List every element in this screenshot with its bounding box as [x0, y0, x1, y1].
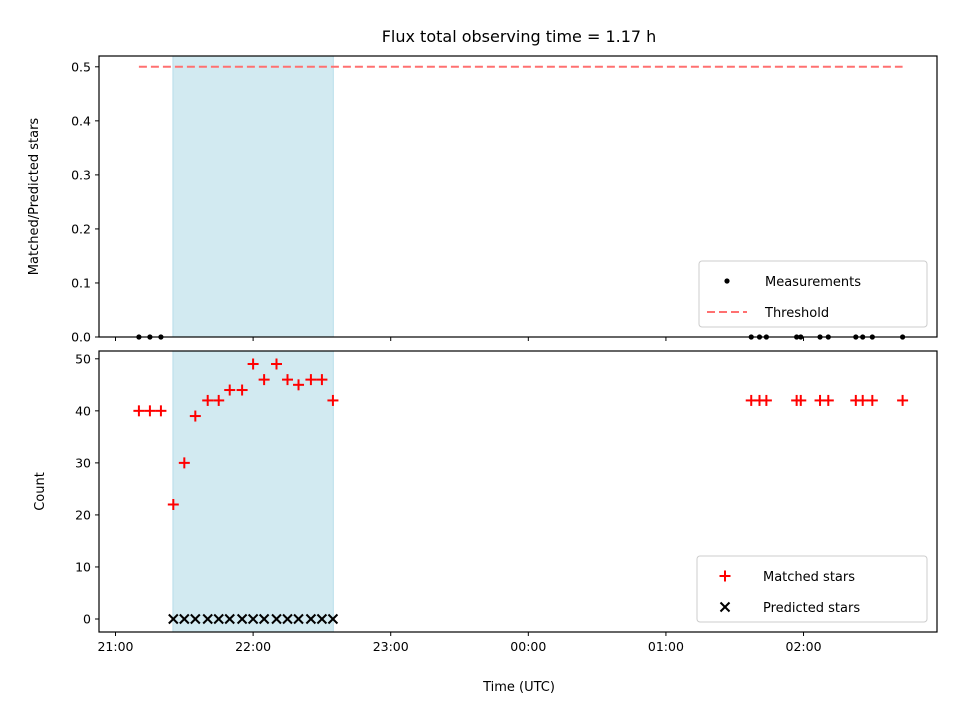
plot-frame	[98, 55, 938, 338]
predicted-star-point	[213, 613, 224, 625]
predicted-star-point	[202, 613, 213, 625]
legend-label: Measurements	[765, 275, 861, 290]
observing-window-span	[172, 350, 334, 633]
y-tick-label: 30	[75, 455, 91, 470]
predicted-star-point	[327, 613, 339, 625]
matched-star-point	[133, 405, 145, 417]
matched-star-point	[167, 499, 179, 511]
matched-star-point	[719, 570, 731, 582]
legend-box	[698, 260, 928, 328]
matched-star-point	[282, 374, 294, 386]
predicted-star-point	[305, 613, 317, 625]
matched-star-point	[822, 394, 834, 406]
legend-label: Matched stars	[763, 570, 855, 585]
matched-star-point	[213, 394, 225, 406]
matched-star-point	[236, 384, 248, 396]
x-tick-label: 02:00	[786, 639, 822, 654]
y-tick-label: 0.3	[71, 167, 91, 182]
x-tick-label: 00:00	[510, 639, 546, 654]
matched-star-point	[795, 394, 807, 406]
predicted-star-point	[224, 613, 235, 625]
predicted-star-point	[247, 613, 259, 625]
y-tick-label: 20	[75, 507, 91, 522]
observing-window-span	[172, 55, 334, 338]
matched-star-point	[866, 394, 878, 406]
matched-star-point	[144, 405, 156, 417]
matched-star-point	[857, 394, 869, 406]
matched-star-point	[202, 394, 214, 406]
matched-star-point	[760, 394, 772, 406]
y-tick-label: 0.0	[71, 330, 91, 345]
data-point	[724, 278, 730, 284]
y-tick-label: 50	[75, 351, 91, 366]
legend-box	[696, 555, 928, 623]
matched-star-point	[305, 374, 317, 386]
y-tick-label: 0.1	[71, 275, 91, 290]
predicted-star-point	[168, 613, 179, 625]
top-panel: 0.0 0.1 0.2 0.3 0.4 0.5 Matched/Predicted star…	[27, 55, 938, 345]
matched-star-point	[247, 358, 259, 370]
matched-star-point	[293, 379, 305, 391]
plot-frame	[98, 350, 938, 633]
legend-label: Predicted stars	[763, 601, 860, 616]
matched-star-point	[327, 394, 339, 406]
y-tick-label: 0.5	[71, 59, 91, 74]
matched-star-point	[258, 374, 270, 386]
matched-star-point	[271, 358, 283, 370]
matched-star-point	[897, 394, 909, 406]
y-tick-label: 40	[75, 403, 91, 418]
x-tick-label: 22:00	[235, 639, 271, 654]
y-axis-label: Count	[33, 472, 48, 511]
predicted-star-point	[293, 613, 304, 625]
predicted-star-point	[719, 601, 731, 613]
predicted-star-point	[236, 613, 248, 625]
matched-star-point	[178, 457, 190, 469]
predicted-star-point	[316, 613, 328, 625]
predicted-star-point	[282, 613, 293, 625]
y-axis-label: Matched/Predicted stars	[27, 118, 42, 276]
chart-title: Flux total observing time = 1.17 h	[382, 27, 657, 46]
matched-star-point	[189, 410, 201, 422]
y-tick-label: 0	[83, 611, 91, 626]
predicted-star-point	[179, 613, 190, 625]
x-tick-label: 23:00	[373, 639, 409, 654]
x-axis-label: Time (UTC)	[482, 680, 555, 695]
predicted-star-point	[271, 613, 282, 625]
matched-star-point	[155, 405, 167, 417]
y-tick-label: 0.4	[71, 113, 91, 128]
legend: Matched stars Predicted stars	[696, 555, 928, 623]
x-tick-label: 01:00	[648, 639, 684, 654]
y-tick-label: 10	[75, 559, 91, 574]
matched-star-point	[316, 374, 328, 386]
matched-star-point	[224, 384, 236, 396]
predicted-star-point	[258, 613, 270, 625]
y-tick-label: 0.2	[71, 221, 91, 236]
x-tick-label: 21:00	[97, 639, 133, 654]
legend-label: Threshold	[764, 306, 829, 321]
predicted-star-point	[190, 613, 201, 625]
legend: Measurements Threshold	[698, 260, 928, 328]
bottom-panel: 0 10 20 30 40 50 21:00 22:00 23:00 00:00 01:00 02:0…	[33, 350, 938, 654]
